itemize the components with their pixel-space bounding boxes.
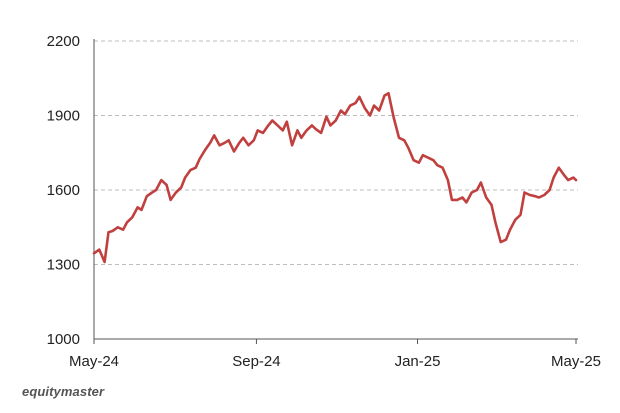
gridlines	[94, 40, 578, 265]
x-tick-label: Jan-25	[395, 353, 441, 370]
y-tick-label: 1000	[47, 331, 80, 348]
equitymaster-logo: equitymaster	[22, 384, 105, 399]
y-tick-label: 1600	[47, 182, 80, 199]
y-tick-labels: 1000 1300 1600 1900 2200	[47, 33, 80, 348]
x-tick-label: May-24	[69, 353, 119, 370]
series-line	[92, 91, 578, 264]
x-tick-label: Sep-24	[232, 353, 280, 370]
series-layer	[92, 91, 578, 264]
x-tick-labels: May-24 Sep-24 Jan-25 May-25	[69, 353, 601, 370]
y-tick-label: 1300	[47, 257, 80, 274]
axes	[93, 39, 578, 344]
y-tick-label: 2200	[47, 33, 80, 50]
y-tick-label: 1900	[47, 108, 80, 125]
x-tick-label: May-25	[551, 353, 601, 370]
